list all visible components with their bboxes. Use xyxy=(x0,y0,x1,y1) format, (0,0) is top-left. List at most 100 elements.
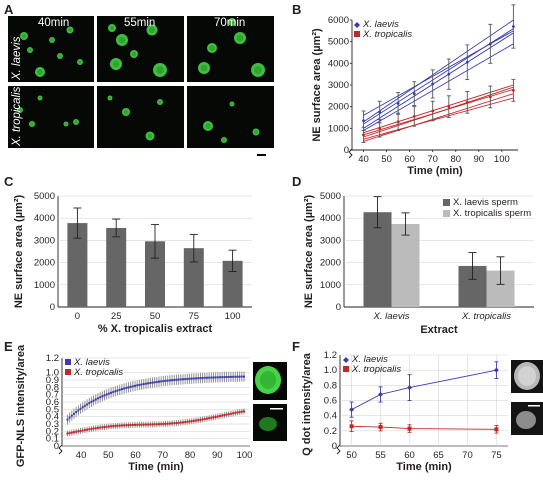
data-point xyxy=(110,391,113,394)
data-point xyxy=(155,423,158,426)
legend-marker-1 xyxy=(343,366,349,372)
data-point xyxy=(118,388,121,391)
data-point xyxy=(238,411,241,414)
data-point xyxy=(72,431,75,434)
fit-line-tropicalis xyxy=(363,93,514,142)
bar xyxy=(145,241,165,307)
data-point xyxy=(223,376,226,379)
data-point xyxy=(349,424,354,429)
data-point xyxy=(175,378,178,381)
y-tick-label: 3000 xyxy=(34,235,55,246)
data-point xyxy=(214,376,217,379)
nucleus-spot-core xyxy=(118,36,126,44)
error-bar xyxy=(112,218,121,238)
nucleus-spot-core xyxy=(209,45,215,51)
data-point xyxy=(511,25,515,28)
y-tick-label: 3000 xyxy=(328,80,349,91)
data-point xyxy=(199,377,202,380)
nucleus-spot-core xyxy=(37,69,43,75)
data-point xyxy=(225,376,228,379)
x-tick-label: 70 xyxy=(158,450,169,461)
data-point xyxy=(151,381,154,384)
data-point xyxy=(465,60,469,64)
data-point xyxy=(131,385,134,388)
y-tick-label: 0 xyxy=(336,302,341,313)
data-point xyxy=(195,377,198,380)
x-tick-label: 25 xyxy=(111,311,122,322)
data-point xyxy=(412,92,416,96)
data-point xyxy=(162,380,165,383)
nucleus-spot-core xyxy=(254,66,262,74)
nucleus-spot-core xyxy=(156,66,164,74)
data-point xyxy=(138,423,141,426)
data-point xyxy=(134,423,137,426)
y-tick-label: 1.0 xyxy=(46,368,59,379)
data-point xyxy=(166,379,169,382)
chart-d: 0 1000 2000 3000 4000 5000 X. laevis X. tropica… xyxy=(303,191,534,336)
data-point xyxy=(75,411,78,414)
data-point xyxy=(240,410,243,413)
data-point xyxy=(181,378,184,381)
nucleus-spot-core xyxy=(38,96,42,100)
x-tick-label: 60 xyxy=(404,450,415,461)
nucleus-spot-core xyxy=(229,19,235,25)
data-point xyxy=(210,376,213,379)
data-point xyxy=(243,375,246,378)
y-axis-label: NE surface area (µm²) xyxy=(311,28,323,142)
y-tick-label: 0.3 xyxy=(46,419,59,430)
data-point xyxy=(493,367,499,373)
y-tick-label: 0 xyxy=(50,302,55,313)
data-point xyxy=(197,419,200,422)
data-point xyxy=(70,414,73,417)
data-point xyxy=(136,423,139,426)
data-point xyxy=(142,383,145,386)
data-point xyxy=(134,384,137,387)
x-tick-label: 55 xyxy=(375,450,386,461)
y-tick-label: 0.6 xyxy=(324,396,337,407)
data-point xyxy=(197,377,200,380)
data-point xyxy=(214,415,217,418)
data-point xyxy=(72,412,75,415)
bar xyxy=(391,223,420,307)
data-point xyxy=(94,398,97,401)
data-point xyxy=(243,410,246,413)
y-axis-label: NE surface area (µm²) xyxy=(13,195,25,309)
error-bar xyxy=(228,249,237,272)
data-point xyxy=(225,413,228,416)
data-point xyxy=(81,406,84,409)
data-point xyxy=(96,397,99,400)
nucleus-spot-core xyxy=(18,108,22,112)
data-point xyxy=(173,378,176,381)
data-point xyxy=(110,425,113,428)
data-point xyxy=(177,378,180,381)
series-line-0 xyxy=(351,369,497,410)
data-point xyxy=(362,119,365,123)
data-point xyxy=(171,379,174,382)
nucleus-spot-core xyxy=(21,33,27,39)
x-tick-label: 80 xyxy=(185,450,196,461)
data-point xyxy=(349,407,355,413)
data-point xyxy=(378,425,383,430)
data-point xyxy=(144,423,147,426)
y-tick-label: 0.8 xyxy=(46,382,59,393)
data-point xyxy=(153,381,156,384)
data-point xyxy=(201,418,204,421)
data-point xyxy=(68,432,71,435)
nucleus-spot-core xyxy=(64,122,68,126)
data-point xyxy=(86,403,89,406)
data-point xyxy=(70,431,73,434)
data-point xyxy=(157,423,160,426)
data-point xyxy=(205,376,208,379)
data-point xyxy=(79,407,82,410)
data-point xyxy=(190,420,193,423)
data-point xyxy=(114,390,117,393)
data-point xyxy=(232,375,235,378)
data-point xyxy=(177,421,180,424)
nuclei-spots xyxy=(17,18,265,143)
data-point xyxy=(186,420,189,423)
data-point xyxy=(236,375,239,378)
nucleus-spot-core xyxy=(74,120,78,124)
data-point xyxy=(120,424,123,427)
micrograph-laevis-40min xyxy=(8,16,94,82)
axis-break-mark xyxy=(336,444,341,455)
